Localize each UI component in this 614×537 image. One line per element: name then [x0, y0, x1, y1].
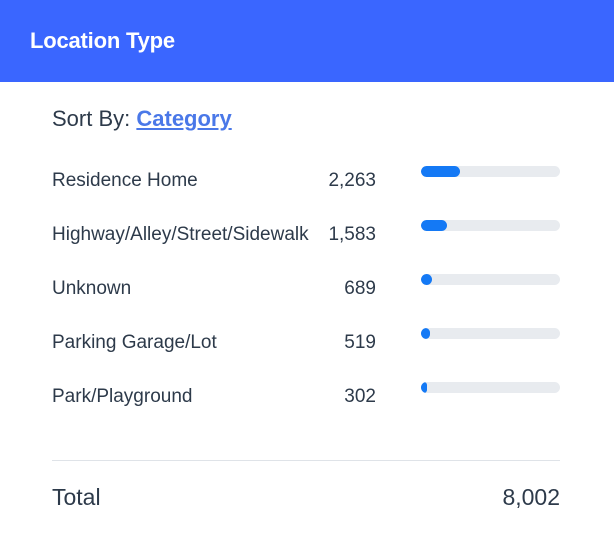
progress-bar	[421, 166, 560, 177]
progress-bar-fill	[421, 274, 433, 285]
list-item: Parking Garage/Lot 519	[52, 322, 560, 376]
progress-bar-fill	[421, 220, 448, 231]
row-value: 1,583	[326, 224, 376, 246]
progress-bar-fill	[421, 328, 431, 339]
row-label: Highway/Alley/Street/Sidewalk	[52, 224, 309, 245]
sort-control: Sort By: Category	[52, 106, 232, 132]
list-item: Highway/Alley/Street/Sidewalk 1,583	[52, 214, 560, 268]
progress-bar-fill	[421, 382, 427, 393]
list-item: Unknown 689	[52, 268, 560, 322]
row-label: Unknown	[52, 278, 132, 299]
row-label: Residence Home	[52, 170, 198, 191]
row-label: Park/Playground	[52, 386, 193, 407]
category-list: Residence Home 2,263 Highway/Alley/Stree…	[52, 160, 560, 430]
sort-category-link[interactable]: Category	[136, 106, 232, 131]
row-value: 302	[342, 386, 376, 408]
card-title: Location Type	[30, 28, 175, 53]
total-value: 8,002	[502, 484, 560, 510]
row-label: Parking Garage/Lot	[52, 332, 217, 353]
row-value: 519	[342, 332, 376, 354]
total-label: Total	[52, 484, 101, 510]
progress-bar-fill	[421, 166, 460, 177]
progress-bar	[421, 274, 560, 285]
card-header: Location Type	[0, 0, 614, 82]
list-item: Park/Playground 302	[52, 376, 560, 430]
progress-bar	[421, 382, 560, 393]
progress-bar	[421, 220, 560, 231]
sort-label: Sort By:	[52, 106, 131, 131]
row-value: 2,263	[326, 170, 376, 192]
row-value: 689	[342, 278, 376, 300]
list-item: Residence Home 2,263	[52, 160, 560, 214]
total-row: Total 8,002	[52, 484, 560, 511]
progress-bar	[421, 328, 560, 339]
divider	[52, 460, 560, 461]
